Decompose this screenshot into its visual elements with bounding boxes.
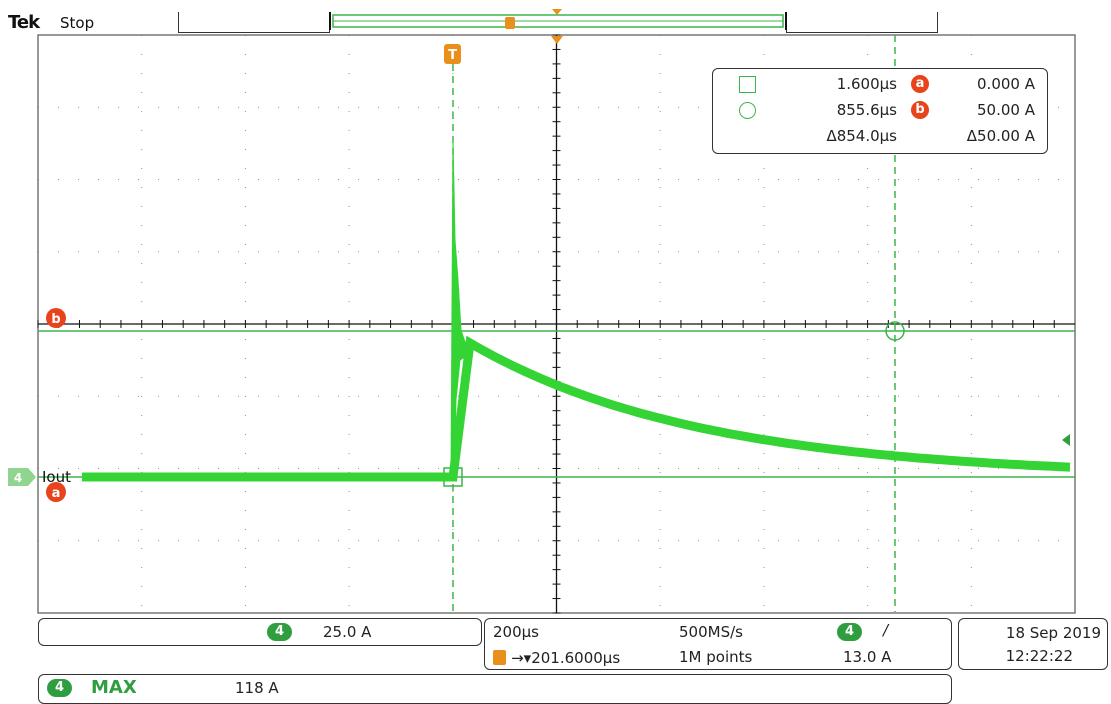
- circle-cursor-icon: [739, 102, 756, 119]
- trigger-level: 13.0 A: [843, 648, 892, 666]
- waveform-trace: [82, 139, 1071, 482]
- time-per-div: 200µs: [493, 623, 539, 641]
- trigger-delay-icon: [493, 650, 506, 665]
- record-length: 1M points: [679, 648, 753, 666]
- cursor-b-readout-badge: b: [911, 101, 929, 119]
- measurement-name: MAX: [91, 677, 137, 698]
- sample-rate: 500MS/s: [679, 623, 743, 641]
- trigger-position-marker: T: [444, 36, 563, 64]
- brand-logo: Tek: [8, 12, 40, 33]
- square-cursor-time: 1.600µs: [836, 75, 897, 93]
- channel-4-marker[interactable]: 4: [8, 468, 36, 486]
- delta-value: Δ50.00 A: [966, 127, 1035, 145]
- channel-label: Iout: [42, 468, 71, 486]
- delta-time: Δ854.0µs: [826, 127, 897, 145]
- run-state: Stop: [60, 14, 95, 32]
- trigger-delay: →▾201.6000µs: [493, 648, 620, 667]
- svg-text:b: b: [51, 312, 60, 327]
- trigger-slope-icon: /: [883, 621, 889, 639]
- measurement-channel-badge: 4: [47, 679, 73, 697]
- svg-text:a: a: [52, 486, 61, 501]
- measurement-value: 118 A: [235, 679, 279, 697]
- waveform-display[interactable]: T b a 4 Iout: [0, 0, 1111, 615]
- trigger-delay-value: 201.6000µs: [531, 649, 621, 667]
- circle-cursor-time: 855.6µs: [836, 101, 897, 119]
- trigger-delay-arrow: →▾: [511, 649, 532, 667]
- channel-badge: 4: [267, 623, 293, 641]
- cursor-a-value: 0.000 A: [977, 75, 1035, 93]
- cursor-a-badge: a: [46, 482, 66, 502]
- graticule: [37, 34, 1075, 614]
- cursor-readout-panel: 1.600µs 855.6µs Δ854.0µs a b 0.000 A 50.…: [712, 68, 1048, 154]
- svg-text:4: 4: [14, 471, 22, 485]
- cursor-a-readout-badge: a: [911, 75, 929, 93]
- date: 18 Sep 2019: [1005, 624, 1101, 642]
- datetime-panel: 18 Sep 2019 12:22:22: [958, 618, 1108, 670]
- time: 12:22:22: [1005, 647, 1073, 665]
- trigger-marker-label: T: [448, 48, 457, 63]
- cursor-b-value: 50.00 A: [977, 101, 1035, 119]
- cursor-circle-marker: [885, 321, 905, 341]
- trigger-channel-badge: 4: [837, 623, 863, 641]
- cursor-b-badge: b: [46, 308, 66, 328]
- timebase-trigger-panel[interactable]: 200µs →▾201.6000µs 500MS/s 1M points 4 /…: [484, 618, 952, 670]
- record-overview-bar: [329, 9, 787, 30]
- trigger-level-arrow: [1062, 434, 1070, 446]
- channel-scale: 25.0 A: [323, 623, 372, 641]
- square-cursor-icon: [739, 76, 756, 93]
- channel-scale-panel[interactable]: 4 25.0 A: [38, 618, 482, 646]
